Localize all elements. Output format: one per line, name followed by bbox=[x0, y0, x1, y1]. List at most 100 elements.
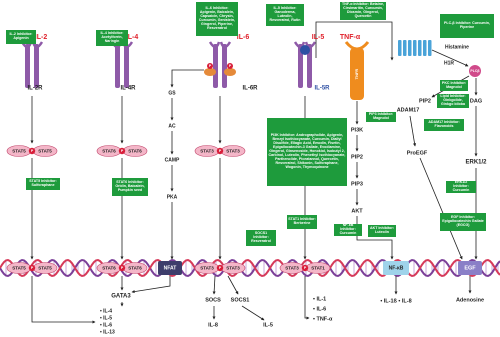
stat-label: STAT5 bbox=[38, 149, 52, 154]
nfat-box bbox=[158, 261, 182, 275]
h1r-helix bbox=[398, 40, 402, 56]
node-label: IL-6R bbox=[243, 86, 259, 92]
node-label: PIP3 bbox=[351, 181, 363, 187]
receptor-cup bbox=[293, 41, 306, 49]
phospho bbox=[301, 264, 309, 272]
node-label: ERK1/2 bbox=[465, 160, 487, 166]
arrow bbox=[170, 69, 204, 88]
egf-box bbox=[458, 261, 482, 275]
inhibitor-box: AKT Inhibitor: Luteolin bbox=[368, 225, 396, 237]
inhibitor-box: ERK1/2 Inhibitor: Curcumin bbox=[446, 181, 476, 193]
node-label: IL-5R bbox=[315, 86, 331, 92]
receptor bbox=[307, 44, 312, 88]
arrow bbox=[431, 49, 469, 67]
node-label: • IL-1 bbox=[313, 296, 326, 302]
phospho bbox=[207, 63, 213, 69]
arrow bbox=[315, 21, 394, 61]
node-label: CAMP bbox=[165, 157, 180, 163]
inhibitor-box: ADAM17 Inhibitor: Flavonoids bbox=[424, 119, 464, 131]
stat-label: STAT6 bbox=[128, 266, 142, 271]
arrow bbox=[304, 276, 310, 320]
node-label: PKA bbox=[167, 194, 178, 200]
receptor bbox=[115, 44, 120, 88]
arrow bbox=[409, 115, 417, 147]
stat-label: STAT3 bbox=[285, 266, 299, 271]
node-label: PLCβ bbox=[470, 69, 480, 73]
plc bbox=[469, 65, 481, 77]
inhibitor-box: SOCS1 Inhibitor: Resveratrol bbox=[246, 230, 276, 246]
receptor bbox=[34, 44, 39, 88]
dna-strand bbox=[0, 259, 500, 277]
node-label: PI3K bbox=[351, 127, 363, 133]
inhibitor-box: STAT1 Inhibitor: Berberine bbox=[287, 215, 317, 229]
stat-label: STAT6 bbox=[128, 149, 142, 154]
phospho-label: P bbox=[304, 266, 307, 270]
jak bbox=[204, 68, 216, 76]
arrow bbox=[212, 275, 216, 295]
node-label: NFAT bbox=[164, 265, 177, 271]
arrow bbox=[131, 276, 171, 294]
tnf-ligand bbox=[344, 41, 370, 51]
stat-label: STAT5 bbox=[12, 266, 26, 271]
node-label: • IL-6 bbox=[100, 322, 112, 328]
node-label: • IL-5 bbox=[100, 315, 112, 321]
inhibitor-box: TNF-α Inhibitor: Betaine, Cirsimaritin, … bbox=[340, 2, 386, 20]
node-label: TNFR bbox=[354, 69, 359, 80]
node-label: IL-8 bbox=[208, 322, 218, 328]
stat-label: STAT1 bbox=[311, 266, 325, 271]
phospho-label: P bbox=[121, 266, 124, 270]
inhibitor-box: Lipid Inhibitor: Ginkgolide, Ginkgo bilo… bbox=[437, 94, 469, 108]
node-label: GS bbox=[168, 90, 176, 96]
phospho-label: P bbox=[121, 149, 124, 153]
jak bbox=[224, 68, 236, 76]
stat-label: STAT5 bbox=[12, 149, 26, 154]
receptor bbox=[124, 44, 129, 88]
inhibitor-box: IL-5 Inhibitor: Ganoderma, Luteolin, Res… bbox=[266, 4, 304, 26]
node-label: ProEGF bbox=[407, 150, 428, 156]
node-label: IL-4R bbox=[121, 86, 137, 92]
node-label: GATA3 bbox=[111, 294, 131, 300]
node-label: • TNF-α bbox=[313, 316, 333, 322]
node-label: DAG bbox=[470, 98, 482, 104]
arrow bbox=[419, 157, 463, 260]
node-label: H1R bbox=[444, 60, 454, 66]
phospho bbox=[216, 147, 224, 155]
phospho-label: P bbox=[219, 266, 222, 270]
inhibitor-box: IL-2 Inhibitor: Apigenin bbox=[6, 30, 36, 44]
phospho-label: P bbox=[229, 64, 232, 68]
node-label: TNF-α bbox=[340, 34, 361, 41]
phospho-label: P bbox=[209, 64, 212, 68]
dna-strand bbox=[0, 259, 500, 277]
node-label: IL-5 bbox=[263, 322, 273, 328]
arrow bbox=[356, 216, 394, 260]
phospho bbox=[216, 264, 224, 272]
phospho bbox=[28, 147, 36, 155]
phospho bbox=[118, 264, 126, 272]
stat-label: STAT6 bbox=[102, 266, 116, 271]
node-label: PIP2 bbox=[351, 154, 363, 160]
receptor bbox=[25, 44, 30, 88]
receptor bbox=[222, 44, 227, 88]
inhibitor-box: IL-4 Inhibitor: Acetylforrin, Naringin bbox=[96, 30, 128, 46]
h1r-helix bbox=[428, 40, 432, 56]
phospho bbox=[227, 63, 233, 69]
node-label: NF-κB bbox=[389, 265, 404, 271]
inhibitor-box: PIP3 Inhibitor: Magnolol bbox=[366, 112, 396, 122]
stat-label: STAT3 bbox=[226, 266, 240, 271]
ligand bbox=[300, 45, 310, 55]
inhibitor-box: STAT6 Inhibitor: Oridin, Baicalein, Pump… bbox=[112, 178, 148, 196]
inhibitor-box: IL-6 Inhibitor: Apigenin, Baicalein, Cap… bbox=[196, 2, 238, 36]
nfkb-box bbox=[383, 261, 409, 275]
node-label: IL-4 bbox=[126, 34, 139, 41]
phospho-label: P bbox=[31, 266, 34, 270]
node-label: IL-5 bbox=[312, 34, 325, 41]
inhibitor-box: EGF Inhibitor: Epigallocatechin Gallate … bbox=[440, 213, 486, 231]
h1r-helix bbox=[423, 40, 427, 56]
receptor bbox=[298, 44, 303, 88]
phospho-label: P bbox=[219, 149, 222, 153]
inhibitor-box: PKC Inhibitor: Magnolol bbox=[440, 80, 468, 91]
arrow bbox=[227, 275, 239, 295]
node-label: Histamine bbox=[445, 44, 469, 50]
node-label: • IL-13 bbox=[100, 329, 115, 335]
